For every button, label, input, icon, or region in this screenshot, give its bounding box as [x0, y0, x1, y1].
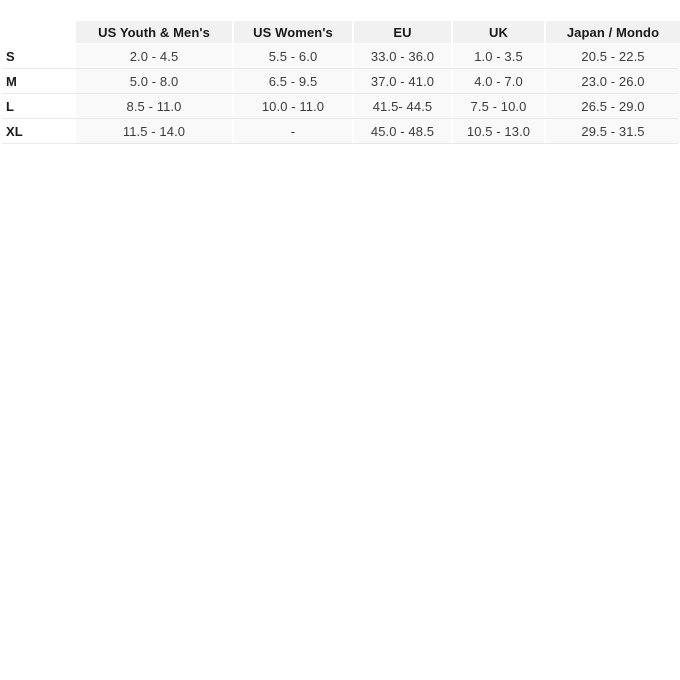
- size-value-cell: 10.5 - 13.0: [453, 119, 544, 143]
- size-value-cell: 1.0 - 3.5: [453, 44, 544, 68]
- size-value-cell: 33.0 - 36.0: [354, 44, 451, 68]
- size-value-cell: 6.5 - 9.5: [234, 69, 352, 93]
- size-conversion-table: US Youth & Men's US Women's EU UK Japan / Mo…: [0, 21, 680, 144]
- header-cell: US Youth & Men's: [76, 21, 232, 43]
- header-cell: Japan / Mondo: [546, 21, 680, 43]
- table-row: XL 11.5 - 14.0-45.0 - 48.5 10.5 - 13.0 29.5…: [2, 119, 680, 144]
- size-value-cell: 20.5 - 22.5: [546, 44, 680, 68]
- table-row: L 8.5 - 11.0 10.0 - 11.0 41.5- 44.5 7.5 - 10…: [2, 94, 680, 119]
- size-value-cell: 45.0 - 48.5: [354, 119, 451, 143]
- header-cell: UK: [453, 21, 544, 43]
- size-value-cell: 2.0 - 4.5: [76, 44, 232, 68]
- size-value-cell: 37.0 - 41.0: [354, 69, 451, 93]
- size-value-cell: 26.5 - 29.0: [546, 94, 680, 118]
- size-value-cell: 7.5 - 10.0: [453, 94, 544, 118]
- table-header-row: US Youth & Men's US Women's EU UK Japan / Mo…: [2, 21, 680, 43]
- header-cell: EU: [354, 21, 451, 43]
- size-value-cell: 23.0 - 26.0: [546, 69, 680, 93]
- header-cell-blank: [2, 21, 74, 43]
- size-value-cell: 5.5 - 6.0: [234, 44, 352, 68]
- size-value-cell: 4.0 - 7.0: [453, 69, 544, 93]
- row-label: XL: [2, 119, 74, 143]
- size-value-cell: 8.5 - 11.0: [76, 94, 232, 118]
- row-label: L: [2, 94, 74, 118]
- size-value-cell: 41.5- 44.5: [354, 94, 451, 118]
- header-cell: US Women's: [234, 21, 352, 43]
- table-body: S 2.0 - 4.5 5.5 - 6.0 33.0 - 36.0 1.0 - 3.5 2…: [2, 44, 680, 144]
- size-value-cell: 11.5 - 14.0: [76, 119, 232, 143]
- row-label: M: [2, 69, 74, 93]
- table-row: M 5.0 - 8.0 6.5 - 9.5 37.0 - 41.0 4.0 - 7.0 2…: [2, 69, 680, 94]
- row-label: S: [2, 44, 74, 68]
- size-value-cell: 29.5 - 31.5: [546, 119, 680, 143]
- table-row: S 2.0 - 4.5 5.5 - 6.0 33.0 - 36.0 1.0 - 3.5 2…: [2, 44, 680, 69]
- size-value-cell: 5.0 - 8.0: [76, 69, 232, 93]
- size-value-cell: -: [234, 119, 352, 143]
- size-value-cell: 10.0 - 11.0: [234, 94, 352, 118]
